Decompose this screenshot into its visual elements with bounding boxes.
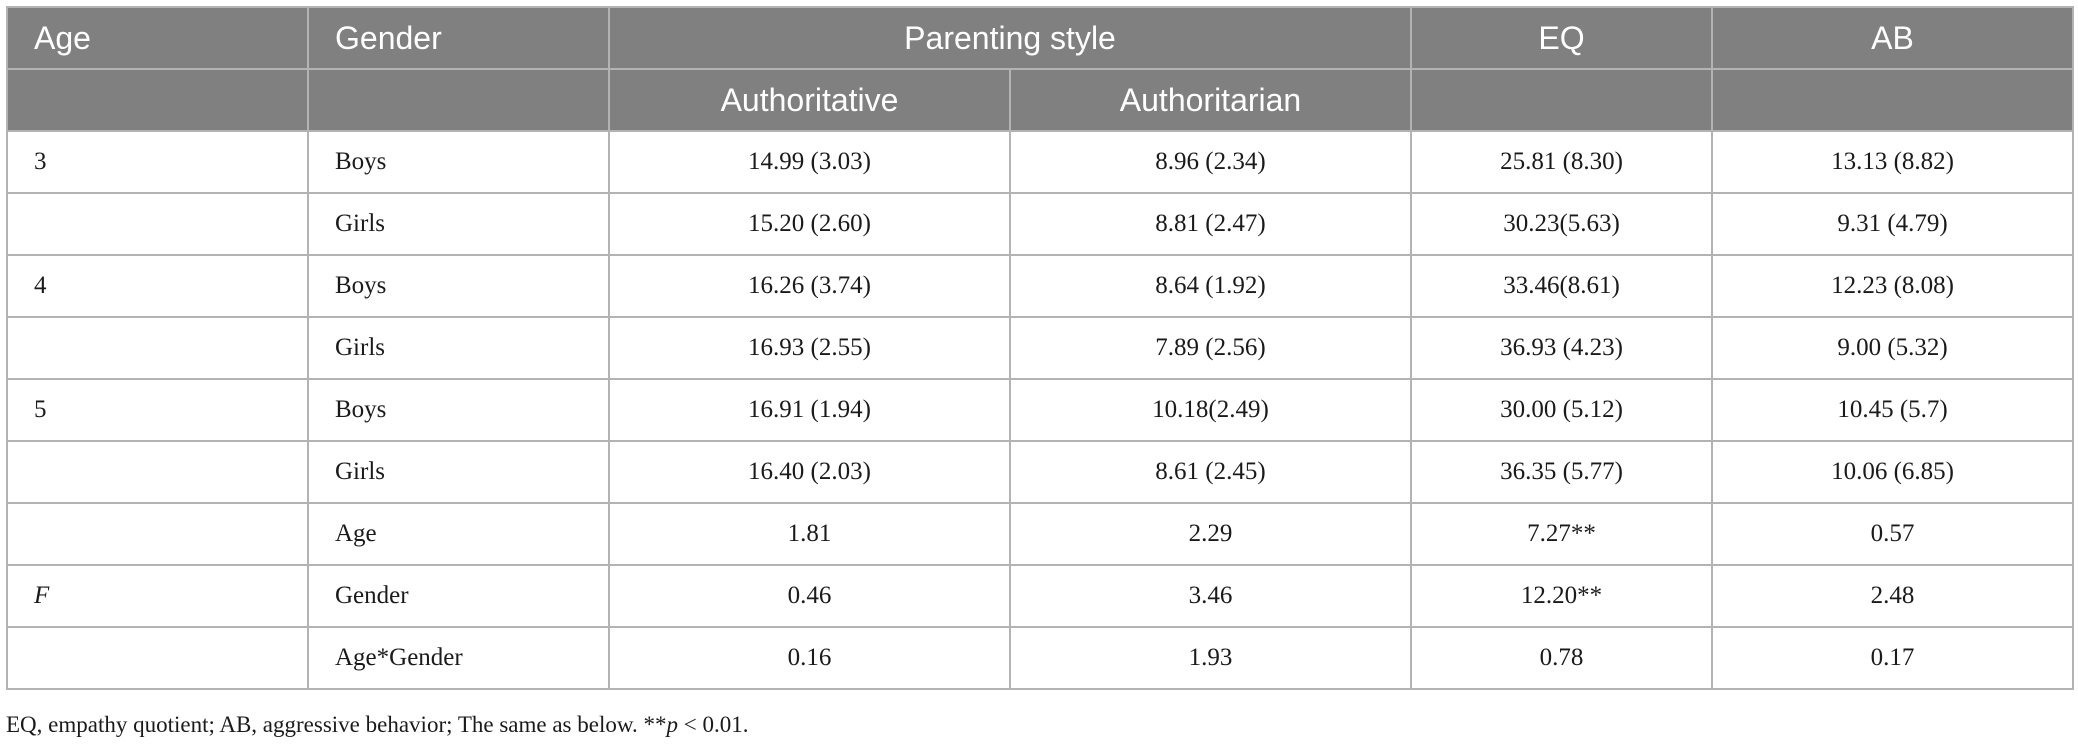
cell-ab: 9.00 (5.32) [1711, 316, 2075, 380]
cell-age [6, 440, 309, 504]
cell-ab: 13.13 (8.82) [1711, 130, 2075, 194]
footnote-p-symbol: p [666, 712, 678, 737]
header-authoritarian: Authoritarian [1008, 68, 1413, 132]
header-empty-eq [1410, 68, 1714, 132]
table-row: Girls 16.93 (2.55) 7.89 (2.56) 36.93 (4.… [6, 316, 2075, 380]
header-empty-gender [307, 68, 610, 132]
cell-authoritarian: 8.61 (2.45) [1008, 440, 1413, 504]
table-row: F Gender 0.46 3.46 12.20** 2.48 [6, 564, 2075, 628]
table-row: Girls 16.40 (2.03) 8.61 (2.45) 36.35 (5.… [6, 440, 2075, 504]
header-authoritative: Authoritative [608, 68, 1011, 132]
header-gender: Gender [307, 6, 610, 70]
cell-gender: Boys [307, 130, 610, 194]
table-footnote: EQ, empathy quotient; AB, aggressive beh… [6, 712, 748, 738]
cell-authoritative: 0.46 [608, 564, 1011, 628]
cell-gender: Girls [307, 192, 610, 256]
header-row-2: Authoritative Authoritarian [6, 68, 2075, 132]
cell-eq: 0.78 [1410, 626, 1714, 690]
footnote-text: EQ, empathy quotient; AB, aggressive beh… [6, 712, 667, 737]
cell-ab: 0.57 [1711, 502, 2075, 566]
cell-eq: 30.00 (5.12) [1410, 378, 1714, 442]
cell-gender: Age [307, 502, 610, 566]
cell-gender: Boys [307, 378, 610, 442]
cell-eq: 7.27** [1410, 502, 1714, 566]
cell-ab: 10.06 (6.85) [1711, 440, 2075, 504]
cell-gender: Age*Gender [307, 626, 610, 690]
cell-eq: 25.81 (8.30) [1410, 130, 1714, 194]
cell-eq: 30.23(5.63) [1410, 192, 1714, 256]
cell-age [6, 316, 309, 380]
footnote-tail: < 0.01. [677, 712, 749, 737]
cell-ab: 0.17 [1711, 626, 2075, 690]
cell-age [6, 626, 309, 690]
table-row: Age 1.81 2.29 7.27** 0.57 [6, 502, 2075, 566]
table-body: 3 Boys 14.99 (3.03) 8.96 (2.34) 25.81 (8… [6, 130, 2075, 690]
cell-authoritarian: 3.46 [1008, 564, 1413, 628]
header-age: Age [6, 6, 309, 70]
cell-gender: Girls [307, 316, 610, 380]
cell-ab: 9.31 (4.79) [1711, 192, 2075, 256]
table-row: 4 Boys 16.26 (3.74) 8.64 (1.92) 33.46(8.… [6, 254, 2075, 318]
cell-ab: 2.48 [1711, 564, 2075, 628]
cell-age [6, 502, 309, 566]
cell-authoritative: 16.26 (3.74) [608, 254, 1011, 318]
cell-authoritative: 0.16 [608, 626, 1011, 690]
cell-authoritarian: 8.81 (2.47) [1008, 192, 1413, 256]
cell-gender: Gender [307, 564, 610, 628]
cell-gender: Boys [307, 254, 610, 318]
header-ab: AB [1711, 6, 2075, 70]
header-empty-ab [1711, 68, 2075, 132]
table-row: 3 Boys 14.99 (3.03) 8.96 (2.34) 25.81 (8… [6, 130, 2075, 194]
cell-gender: Girls [307, 440, 610, 504]
header-parenting-style: Parenting style [607, 6, 1413, 70]
table-row: Age*Gender 0.16 1.93 0.78 0.17 [6, 626, 2075, 690]
cell-eq: 12.20** [1410, 564, 1714, 628]
cell-authoritative: 15.20 (2.60) [608, 192, 1011, 256]
cell-ab: 12.23 (8.08) [1711, 254, 2075, 318]
header-eq: EQ [1410, 6, 1714, 70]
table-row: 5 Boys 16.91 (1.94) 10.18(2.49) 30.00 (5… [6, 378, 2075, 442]
cell-eq: 36.93 (4.23) [1410, 316, 1714, 380]
results-table: Age Gender Parenting style EQ AB Authori… [6, 6, 2075, 690]
table-row: Girls 15.20 (2.60) 8.81 (2.47) 30.23(5.6… [6, 192, 2075, 256]
cell-authoritarian: 7.89 (2.56) [1008, 316, 1413, 380]
cell-eq: 33.46(8.61) [1410, 254, 1714, 318]
cell-age: 4 [6, 254, 309, 318]
cell-authoritarian: 8.64 (1.92) [1008, 254, 1413, 318]
cell-age: F [6, 564, 309, 628]
header-row-1: Age Gender Parenting style EQ AB [6, 6, 2075, 70]
cell-ab: 10.45 (5.7) [1711, 378, 2075, 442]
header-empty-age [6, 68, 309, 132]
cell-age [6, 192, 309, 256]
cell-authoritative: 16.93 (2.55) [608, 316, 1011, 380]
cell-age: 5 [6, 378, 309, 442]
cell-authoritarian: 2.29 [1008, 502, 1413, 566]
cell-authoritative: 14.99 (3.03) [608, 130, 1011, 194]
cell-authoritarian: 1.93 [1008, 626, 1413, 690]
cell-authoritative: 16.91 (1.94) [608, 378, 1011, 442]
cell-eq: 36.35 (5.77) [1410, 440, 1714, 504]
cell-authoritarian: 8.96 (2.34) [1008, 130, 1413, 194]
cell-authoritative: 16.40 (2.03) [608, 440, 1011, 504]
cell-authoritative: 1.81 [608, 502, 1011, 566]
cell-age: 3 [6, 130, 309, 194]
cell-authoritarian: 10.18(2.49) [1008, 378, 1413, 442]
